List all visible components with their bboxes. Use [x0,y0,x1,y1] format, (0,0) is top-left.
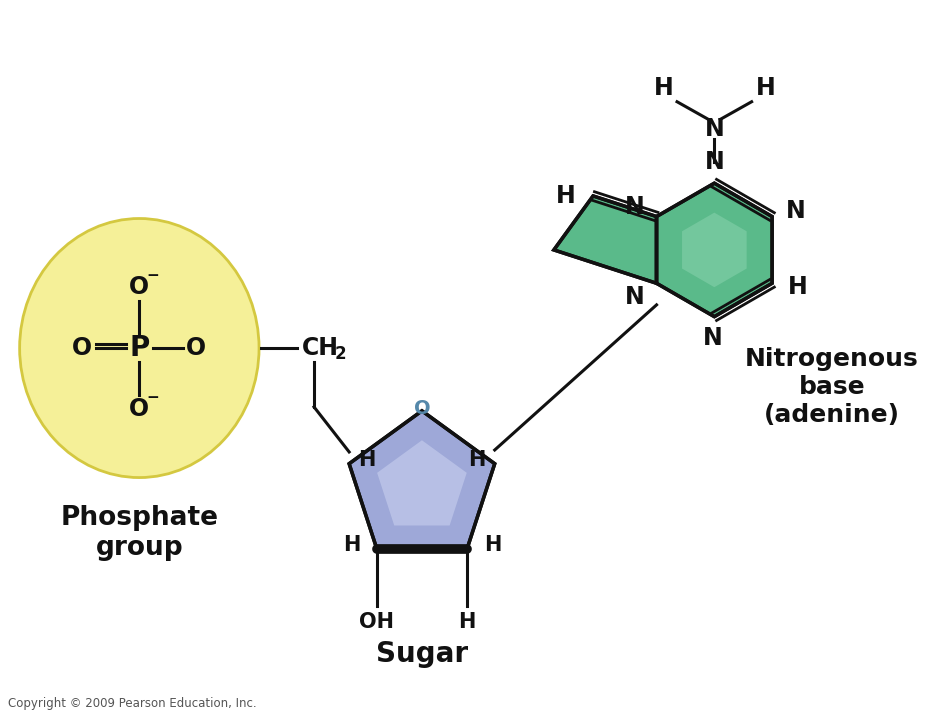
Text: H: H [468,449,486,470]
Text: H: H [654,76,673,100]
Text: H: H [358,449,376,470]
Text: N: N [702,326,722,350]
Text: N: N [704,149,725,174]
Polygon shape [656,183,772,317]
Text: O: O [129,397,150,421]
Text: H: H [788,275,808,299]
Polygon shape [682,213,747,287]
Text: Nitrogenous
base
(adenine): Nitrogenous base (adenine) [745,348,919,427]
Text: H: H [555,184,576,208]
Text: Sugar: Sugar [376,640,468,668]
Text: N: N [704,117,725,141]
Text: O: O [186,336,207,360]
Text: −: − [147,268,160,283]
Text: H: H [755,76,775,100]
Text: CH: CH [302,336,339,360]
Polygon shape [349,411,495,549]
Text: Copyright © 2009 Pearson Education, Inc.: Copyright © 2009 Pearson Education, Inc. [7,696,256,709]
Text: H: H [458,612,476,632]
Text: Phosphate
group: Phosphate group [61,505,219,561]
Text: H: H [483,536,501,555]
Polygon shape [377,440,467,526]
Text: N: N [626,285,645,309]
Text: N: N [785,199,806,223]
Text: O: O [72,336,93,360]
Text: P: P [129,334,150,362]
Text: H: H [343,536,360,555]
Polygon shape [554,196,656,284]
Text: N: N [626,195,645,219]
Text: OH: OH [359,612,395,632]
Text: O: O [129,275,150,299]
Text: −: − [147,390,160,405]
Text: O: O [413,399,430,419]
Ellipse shape [20,218,259,477]
Text: 2: 2 [335,345,346,363]
